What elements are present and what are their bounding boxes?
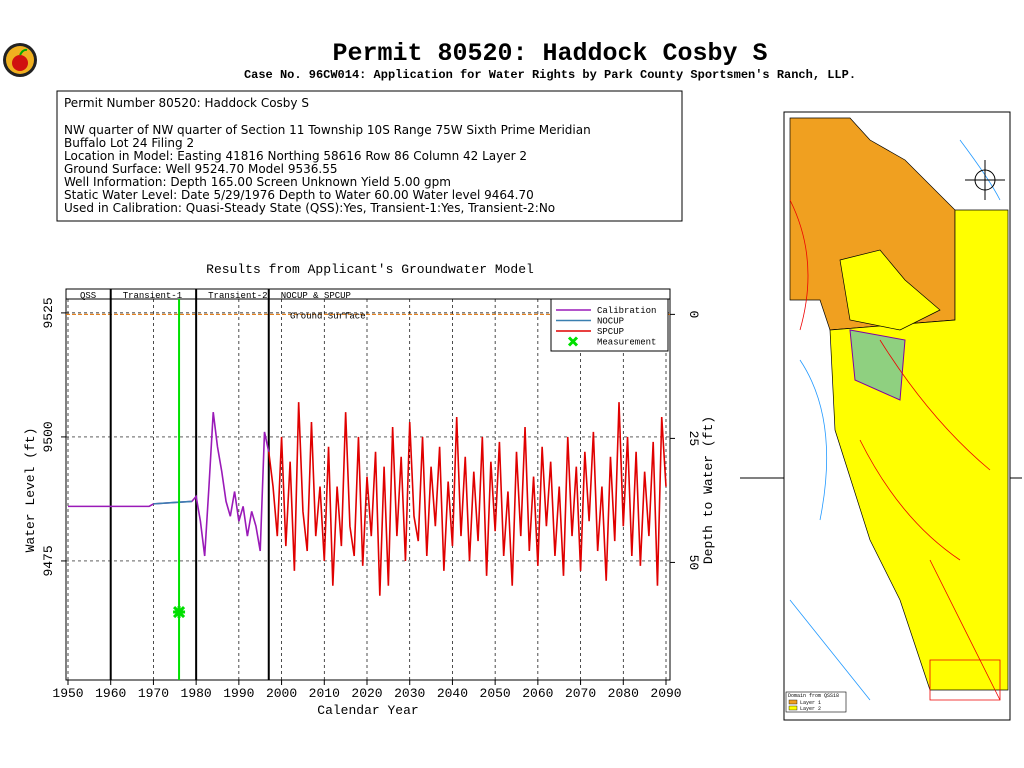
x-tick-label: 2050 xyxy=(480,686,511,701)
x-tick-label: 2060 xyxy=(522,686,553,701)
x-tick-label: 2010 xyxy=(309,686,340,701)
series-line xyxy=(68,412,270,557)
info-line: Used in Calibration: Quasi-Steady State … xyxy=(64,201,555,215)
series-line xyxy=(267,402,667,596)
chart-title: Results from Applicant's Groundwater Mod… xyxy=(206,262,534,277)
legend-swatch xyxy=(567,336,579,347)
info-box: Permit Number 80520: Haddock Cosby S NW q… xyxy=(56,90,683,222)
series-line xyxy=(153,500,192,505)
info-line: NW quarter of NW quarter of Section 11 T… xyxy=(64,123,591,137)
y2-tick-label: 50 xyxy=(686,555,701,571)
info-line: Permit Number 80520: Haddock Cosby S xyxy=(64,96,309,110)
y2-tick-label: 0 xyxy=(686,310,701,318)
ground-surface-label: Ground Surface xyxy=(290,311,366,321)
y-tick-label: 9525 xyxy=(41,297,56,328)
period-label: NOCUP & SPCUP xyxy=(281,291,351,301)
x-tick-label: 2000 xyxy=(266,686,297,701)
legend-label: NOCUP xyxy=(597,317,624,327)
x-axis-label: Calendar Year xyxy=(317,703,418,718)
y-tick-label: 9475 xyxy=(41,545,56,576)
chart: Results from Applicant's Groundwater Mod… xyxy=(23,262,716,718)
info-line: Location in Model: Easting 41816 Northin… xyxy=(64,149,527,163)
info-frame xyxy=(56,90,683,222)
legend-label: Calibration xyxy=(597,306,656,316)
map: Domain from QSS18 Layer 1 Layer 2 xyxy=(740,111,1022,721)
x-tick-label: 2030 xyxy=(394,686,425,701)
y2-axis-label: Depth to Water (ft) xyxy=(701,416,716,564)
map-legend-title: Domain from QSS18 xyxy=(788,693,839,699)
legend-label: Measurement xyxy=(597,338,656,348)
x-tick-label: 2020 xyxy=(351,686,382,701)
subtitle: Case No. 96CW014: Application for Water … xyxy=(244,68,856,82)
x-tick-label: 1980 xyxy=(181,686,212,701)
logo xyxy=(3,43,37,77)
x-tick-label: 2040 xyxy=(437,686,468,701)
period-label: Transient-2 xyxy=(208,291,267,301)
info-line: Ground Surface: Well 9524.70 Model 9536.… xyxy=(64,162,337,176)
measurement-marker xyxy=(172,605,186,619)
info-line: Buffalo Lot 24 Filing 2 xyxy=(64,136,194,150)
title: Permit 80520: Haddock Cosby S xyxy=(332,39,767,68)
map-legend-entry: Layer 2 xyxy=(800,706,821,712)
info-line: Static Water Level: Date 5/29/1976 Depth… xyxy=(64,188,534,202)
x-tick-label: 1970 xyxy=(138,686,169,701)
x-tick-label: 2070 xyxy=(565,686,596,701)
info-line: Well Information: Depth 165.00 Screen Un… xyxy=(64,175,451,189)
y-axis-label: Water Level (ft) xyxy=(23,428,38,553)
legend-label: SPCUP xyxy=(597,327,624,337)
map-legend-entry: Layer 1 xyxy=(800,700,821,706)
x-tick-label: 1950 xyxy=(52,686,83,701)
x-tick-label: 2080 xyxy=(608,686,639,701)
y-tick-label: 9500 xyxy=(41,421,56,452)
x-tick-label: 1960 xyxy=(95,686,126,701)
x-tick-label: 2090 xyxy=(650,686,681,701)
period-label: Transient-1 xyxy=(123,291,182,301)
period-label: QSS xyxy=(80,291,96,301)
y2-tick-label: 25 xyxy=(686,431,701,447)
x-tick-label: 1990 xyxy=(223,686,254,701)
